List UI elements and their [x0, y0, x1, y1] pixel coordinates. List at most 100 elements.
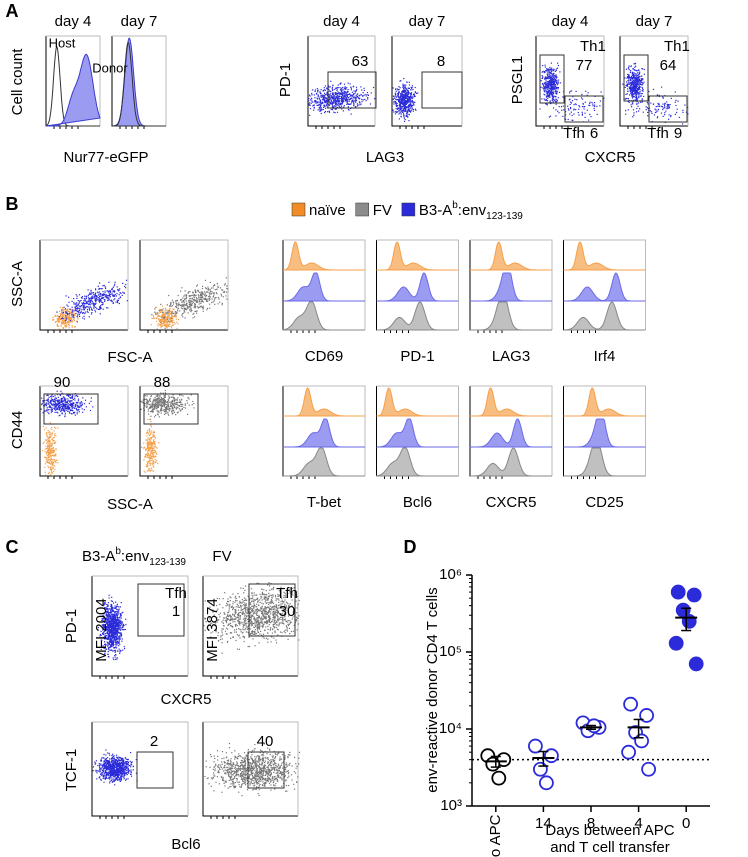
dot — [670, 116, 672, 118]
dot — [156, 404, 158, 406]
dot — [153, 408, 155, 410]
dot — [363, 87, 365, 89]
plot-frame-edge — [563, 385, 646, 476]
dot — [405, 103, 407, 105]
histogram — [470, 241, 552, 271]
dot — [347, 106, 349, 108]
dot — [160, 399, 162, 401]
dot — [548, 70, 550, 72]
dot — [405, 90, 407, 92]
dot — [415, 109, 417, 111]
dot — [209, 288, 211, 290]
dot — [331, 109, 334, 111]
dot — [151, 404, 153, 406]
dot — [356, 96, 358, 98]
histogram — [470, 387, 552, 417]
dot — [55, 435, 57, 437]
dot — [347, 108, 350, 111]
dot — [636, 102, 638, 104]
dot — [55, 321, 57, 323]
dot — [144, 456, 146, 458]
dot — [64, 318, 66, 320]
dot — [164, 408, 167, 410]
dot — [551, 67, 553, 69]
dot — [42, 412, 44, 414]
dot — [173, 398, 175, 400]
dot — [325, 97, 327, 99]
dot — [182, 312, 185, 314]
dot — [632, 81, 634, 83]
dot — [403, 95, 405, 97]
dot — [599, 100, 601, 102]
dot — [226, 285, 228, 287]
dot — [548, 91, 550, 93]
dot — [647, 111, 649, 113]
dot — [190, 295, 192, 297]
dot — [170, 319, 172, 321]
dot — [68, 325, 70, 327]
dot — [147, 441, 149, 443]
dot — [641, 78, 643, 80]
dot — [99, 306, 101, 308]
dot — [161, 313, 163, 315]
dot — [198, 300, 200, 302]
dot — [405, 108, 407, 110]
dot — [189, 298, 191, 300]
dot — [637, 88, 639, 90]
dot — [108, 281, 110, 283]
dot — [61, 311, 63, 313]
histogram-label: LAG3 — [492, 348, 530, 365]
dot — [152, 470, 155, 472]
dot — [162, 318, 164, 320]
dot — [407, 109, 409, 111]
dot — [46, 410, 48, 412]
dot — [150, 420, 152, 422]
dot — [160, 316, 162, 318]
dot — [544, 83, 546, 85]
dot — [226, 298, 228, 300]
dot — [352, 86, 354, 88]
plot-frame-edge — [536, 35, 605, 126]
dot — [105, 287, 107, 290]
dot — [370, 92, 372, 94]
dot — [85, 298, 87, 300]
dot — [639, 79, 641, 82]
dot — [74, 405, 76, 407]
dot — [154, 449, 156, 451]
dot — [584, 101, 586, 103]
dot — [630, 91, 632, 93]
histogram — [283, 272, 365, 302]
dot — [179, 410, 181, 412]
dot — [356, 105, 358, 107]
dot — [322, 108, 324, 111]
dot — [324, 94, 326, 96]
dot — [548, 69, 550, 71]
dot-cloud — [56, 279, 128, 323]
dot — [166, 311, 168, 313]
dot — [397, 88, 399, 90]
dot — [181, 299, 183, 301]
dot — [408, 109, 410, 111]
dot — [52, 455, 54, 457]
dot — [123, 292, 125, 294]
dot — [643, 81, 645, 83]
dot — [319, 91, 321, 93]
dot — [153, 400, 155, 402]
dot — [91, 301, 93, 303]
dot — [560, 106, 563, 108]
dot — [76, 413, 78, 415]
dot — [664, 107, 666, 109]
dot — [101, 301, 103, 303]
dot — [324, 101, 326, 103]
dot — [173, 321, 175, 324]
dot — [627, 88, 629, 90]
dot — [52, 319, 54, 321]
histogram — [563, 387, 646, 417]
dot — [61, 392, 63, 394]
dot — [64, 400, 66, 402]
dot — [320, 94, 322, 96]
dot — [87, 306, 89, 308]
dot — [636, 99, 638, 101]
dot — [209, 281, 211, 283]
dot — [398, 118, 400, 120]
